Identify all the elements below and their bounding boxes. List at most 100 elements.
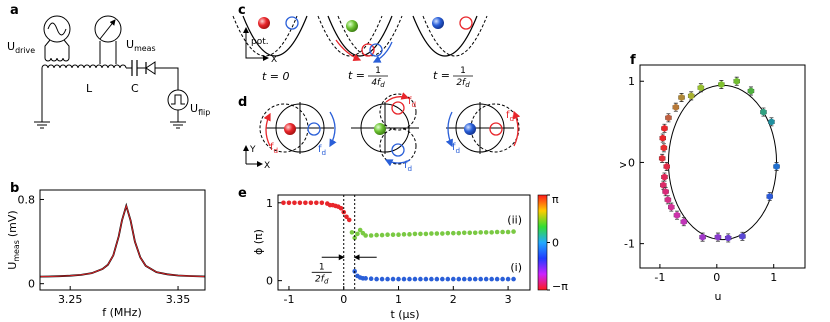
target-position (391, 143, 405, 157)
panel-label: d (238, 95, 247, 110)
arrow (372, 41, 393, 63)
data-point (747, 87, 755, 95)
x-tick-label: 1 (770, 271, 777, 284)
data-point (697, 84, 705, 91)
crosshair (446, 102, 514, 154)
y-tick-label: 0 (628, 156, 635, 169)
fraction-subscript: d (465, 81, 470, 89)
data-point (456, 276, 462, 282)
data-point (660, 181, 667, 189)
colorbar (537, 194, 548, 291)
ball (346, 20, 358, 32)
data-point (672, 104, 680, 111)
target-position (391, 101, 405, 115)
label-main: L (86, 82, 93, 95)
data-point (352, 235, 357, 241)
data-point (374, 232, 379, 238)
x-tick-label: 3 (505, 293, 512, 306)
data-point (319, 200, 325, 206)
fraction-numerator: 1 (319, 262, 325, 272)
label: C (131, 82, 139, 95)
data-point (308, 200, 314, 206)
data-point (418, 276, 423, 282)
arrow (263, 112, 271, 147)
data-point (412, 231, 418, 237)
label-main: U (126, 38, 134, 51)
data-point (363, 276, 368, 281)
data-point (505, 229, 511, 235)
flip-source (167, 89, 189, 111)
panel-label: c (238, 3, 246, 18)
data-point (303, 200, 308, 206)
data-point (760, 108, 767, 116)
label: fd (408, 96, 416, 109)
label-main: f (452, 142, 456, 153)
ball (432, 17, 444, 29)
data-point (489, 230, 494, 235)
x-axis-label: f (MHz) (102, 306, 142, 319)
data-point (418, 231, 423, 237)
label-subscript: d (456, 146, 461, 155)
wire (155, 67, 179, 90)
label-unit: (mV) (6, 210, 19, 237)
data-point (664, 196, 672, 203)
data-point (494, 229, 500, 235)
data-point (451, 276, 456, 282)
secondary-coil (41, 64, 127, 69)
data-point (349, 230, 355, 235)
data-point (346, 217, 352, 223)
data-point (363, 233, 368, 238)
label-subscript: d (322, 148, 327, 157)
meter (94, 15, 122, 43)
data-point (368, 276, 374, 282)
data-point (281, 200, 286, 206)
data-point (461, 276, 467, 282)
label-subscript: d (274, 146, 279, 155)
label: fd (270, 142, 278, 155)
arrow (384, 159, 411, 167)
label-main: f (404, 160, 408, 171)
data-point (396, 276, 401, 282)
arrow (513, 110, 521, 147)
data-point (385, 232, 390, 238)
target-position (307, 122, 321, 136)
orbit-shifted (470, 103, 520, 153)
y-axis-label: Umeas (mV) (6, 210, 21, 269)
data-point (663, 163, 670, 170)
x-axis-label: u (715, 290, 722, 303)
label: fd (404, 160, 412, 173)
label: Udrive (7, 40, 35, 55)
x-tick-label: 1 (395, 293, 402, 306)
data-point (483, 230, 489, 235)
x-tick-label: 0 (340, 293, 347, 306)
data-point (688, 92, 695, 100)
ball (464, 123, 476, 135)
label: Umeas (126, 38, 156, 53)
label-subscript: meas (12, 240, 21, 262)
data-point (662, 188, 669, 195)
x-tick-label: 3.35 (166, 293, 191, 306)
label-main: f (506, 110, 510, 121)
data-point (489, 276, 494, 282)
data-point (768, 118, 775, 126)
data-point (699, 233, 706, 241)
primary-coil (44, 57, 70, 62)
data-point (357, 227, 363, 233)
arrow (335, 39, 362, 62)
wire (63, 39, 70, 58)
data-point (445, 276, 451, 282)
label: fd (506, 110, 514, 123)
label-subscript: d (412, 100, 417, 109)
y-tick-label: -1 (624, 238, 635, 251)
fraction-denominator: 2fd (456, 78, 470, 89)
label-subscript: flip (198, 108, 210, 117)
label-subscript: meas (134, 44, 156, 53)
data-point (434, 231, 440, 236)
fraction-numerator: 1 (460, 66, 466, 76)
data-point (733, 78, 740, 85)
potential (242, 15, 308, 57)
data-point (500, 229, 505, 235)
label-main: U (7, 40, 15, 53)
panel-label: e (238, 186, 247, 201)
data-point (440, 231, 445, 236)
